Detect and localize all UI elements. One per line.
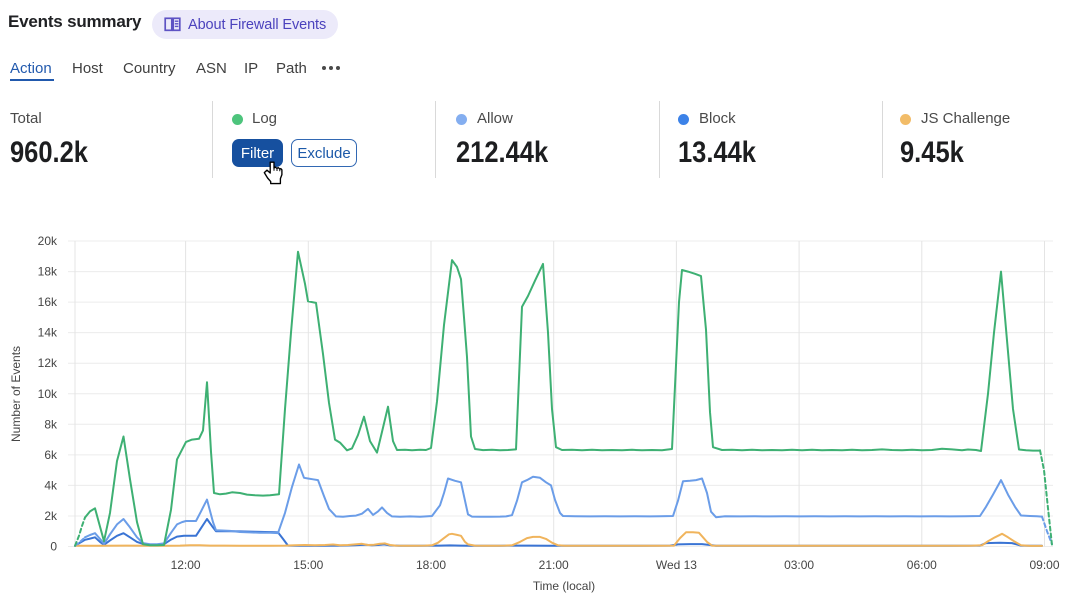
svg-text:18k: 18k bbox=[38, 265, 58, 279]
svg-text:0: 0 bbox=[50, 540, 57, 554]
svg-text:20k: 20k bbox=[38, 234, 58, 248]
svg-text:6k: 6k bbox=[44, 448, 58, 462]
svg-text:12k: 12k bbox=[38, 356, 58, 370]
svg-text:14k: 14k bbox=[38, 326, 58, 340]
svg-text:2k: 2k bbox=[44, 509, 58, 523]
svg-text:03:00: 03:00 bbox=[784, 558, 814, 572]
svg-text:Time (local): Time (local) bbox=[533, 579, 595, 593]
svg-text:16k: 16k bbox=[38, 295, 58, 309]
svg-text:8k: 8k bbox=[44, 417, 58, 431]
svg-text:06:00: 06:00 bbox=[907, 558, 937, 572]
svg-text:09:00: 09:00 bbox=[1029, 558, 1059, 572]
svg-text:21:00: 21:00 bbox=[539, 558, 569, 572]
svg-text:18:00: 18:00 bbox=[416, 558, 446, 572]
svg-text:Wed 13: Wed 13 bbox=[656, 558, 697, 572]
svg-text:4k: 4k bbox=[44, 478, 58, 492]
svg-text:12:00: 12:00 bbox=[171, 558, 201, 572]
svg-text:Number of Events: Number of Events bbox=[9, 346, 23, 442]
svg-text:10k: 10k bbox=[38, 387, 58, 401]
svg-text:15:00: 15:00 bbox=[293, 558, 323, 572]
